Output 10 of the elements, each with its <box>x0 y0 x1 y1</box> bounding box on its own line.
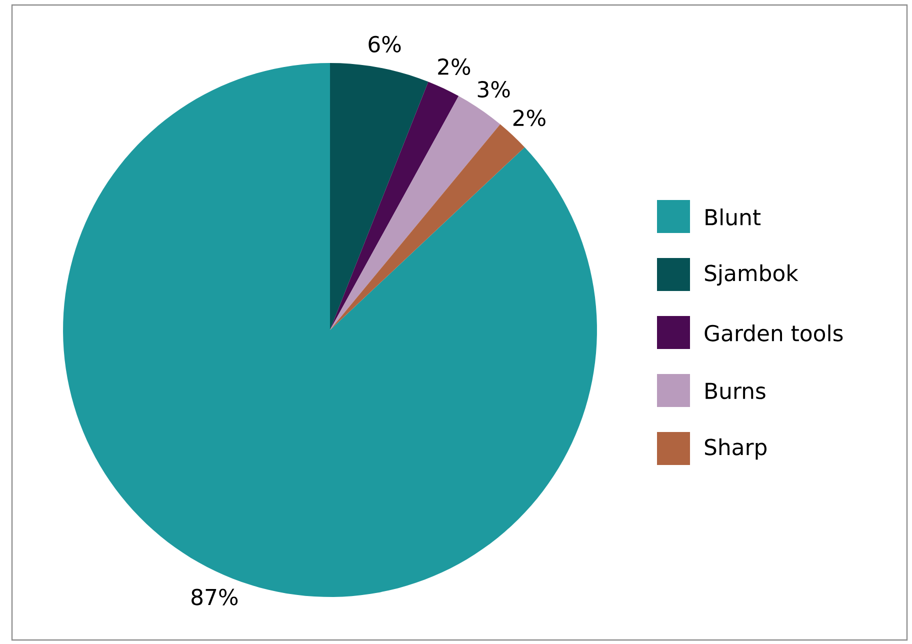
data-label: 87% <box>192 588 238 606</box>
legend-label: Burns <box>706 382 766 400</box>
legend-label: Garden tools <box>704 324 843 342</box>
data-label: 2% <box>513 110 546 126</box>
legend-label: Sharp <box>704 438 766 460</box>
data-label: 6% <box>368 36 401 52</box>
data-label: 3% <box>478 81 510 98</box>
legend-label: Blunt <box>706 208 761 226</box>
data-label: 2% <box>438 58 470 75</box>
legend-label: Sjambok <box>704 264 798 286</box>
